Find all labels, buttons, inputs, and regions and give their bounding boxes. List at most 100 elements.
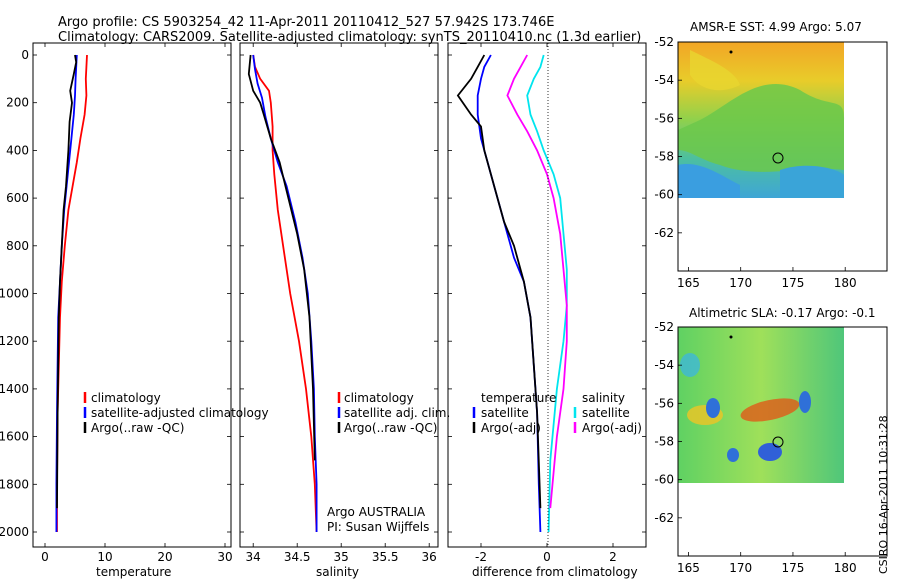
sla-dot-marker — [729, 335, 733, 339]
sla-map-title: Altimetric SLA: -0.17 Argo: -0.1 — [689, 306, 876, 320]
map-y-tick-label: -58 — [654, 150, 674, 164]
figure-title-line2: Climatology: CARS2009. Satellite-adjuste… — [58, 30, 641, 45]
depth-tick-label: 1000 — [0, 287, 29, 301]
temperature-line — [56, 54, 78, 509]
x-tick-label: 35.5 — [372, 550, 399, 564]
legend-climatology: climatology — [344, 391, 414, 405]
sst-map-axes: 165 170 175 180 -52 -54 -56 -58 -60 -62 — [654, 35, 856, 290]
sla-float-position-marker — [772, 436, 784, 448]
depth-tick-label: 0 — [21, 48, 29, 62]
x-tick-label: -2 — [475, 550, 487, 564]
legend-climatology: climatology — [91, 391, 161, 405]
map-y-tick-label: -62 — [654, 226, 674, 240]
x-axes: 0 10 20 30 34 34.5 35 35.5 36 -2 0 2 — [41, 43, 617, 564]
salinity-xlabel: salinity — [316, 565, 359, 579]
map-y-tick-label: -54 — [654, 358, 674, 372]
map-x-tick-label: 180 — [834, 276, 857, 290]
x-tick-label: 30 — [217, 550, 232, 564]
legend-satellite-adjusted: satellite-adjusted climatology — [91, 406, 269, 420]
temperature-legend: climatology satellite-adjusted climatolo… — [83, 391, 269, 435]
sla-low-anomaly — [706, 398, 720, 418]
credit-pi: PI: Susan Wijffels — [327, 520, 429, 534]
legend-satellite-adj-clim: satellite adj. clim. — [344, 406, 450, 420]
legend-salinity-satellite: satellite — [582, 406, 630, 420]
legend-argo: Argo(..raw -QC) — [344, 421, 437, 435]
map-x-tick-label: 175 — [781, 561, 804, 575]
x-tick-label: 35 — [334, 550, 349, 564]
x-tick-label: 0 — [41, 550, 49, 564]
depth-tick-label: 1200 — [0, 334, 29, 348]
legend-temperature-satellite: satellite — [481, 406, 529, 420]
map-y-tick-label: -56 — [654, 111, 674, 125]
difference-series — [456, 54, 568, 533]
salinity-legend: climatology satellite adj. clim. Argo(..… — [337, 391, 450, 435]
legend-salinity-argo: Argo(-adj) — [582, 421, 642, 435]
depth-tick-label: 200 — [6, 96, 29, 110]
salinity-line — [247, 54, 316, 461]
depth-tick-label: 1400 — [0, 382, 29, 396]
map-x-tick-label: 180 — [834, 561, 857, 575]
map-y-tick-label: -62 — [654, 511, 674, 525]
sla-low-anomaly-5 — [680, 353, 700, 377]
temperature-plot-frame — [32, 42, 232, 548]
sla-low-anomaly-2 — [799, 391, 811, 413]
depth-tick-label: 600 — [6, 191, 29, 205]
credit-argo-australia: Argo AUSTRALIA — [327, 505, 426, 519]
map-y-tick-label: -60 — [654, 473, 674, 487]
x-tick-label: 34 — [246, 550, 261, 564]
map-x-tick-label: 165 — [677, 561, 700, 575]
depth-tick-label: 1600 — [0, 430, 29, 444]
map-y-tick-label: -58 — [654, 435, 674, 449]
figure-title-line1: Argo profile: CS 5903254_42 11-Apr-2011 … — [58, 15, 554, 30]
map-y-tick-label: -56 — [654, 396, 674, 410]
sst-warm-patch — [690, 50, 740, 91]
x-tick-label: 0 — [543, 550, 551, 564]
x-tick-label: 10 — [97, 550, 112, 564]
x-tick-label: 20 — [157, 550, 172, 564]
x-tick-label: 34.5 — [284, 550, 311, 564]
map-x-tick-label: 170 — [729, 561, 752, 575]
map-x-tick-label: 175 — [781, 276, 804, 290]
legend-temperature-heading: temperature — [481, 391, 556, 405]
map-y-tick-label: -52 — [654, 320, 674, 334]
x-tick-label: 36 — [422, 550, 437, 564]
sst-dot-marker — [729, 50, 733, 54]
temperature-xlabel: temperature — [96, 565, 171, 579]
difference-line — [456, 54, 542, 509]
sst-map — [678, 42, 845, 198]
depth-tick-label: 1800 — [0, 477, 29, 491]
sst-map-title: AMSR-E SST: 4.99 Argo: 5.07 — [690, 20, 862, 34]
map-x-tick-label: 165 — [677, 276, 700, 290]
sst-cold-patch-2 — [780, 165, 844, 198]
sla-low-anomaly-4 — [727, 448, 739, 462]
map-y-tick-label: -60 — [654, 188, 674, 202]
difference-line — [476, 54, 542, 533]
salinity-series — [247, 54, 318, 533]
temperature-series — [55, 54, 88, 532]
salinity-plot-frame — [239, 42, 439, 548]
depth-axis: 0 200 400 600 800 1000 1200 1400 1600 1800 2000 — [0, 48, 646, 539]
timestamp: CSIRO 16-Apr-2011 10:31:28 — [877, 415, 890, 574]
legend-argo: Argo(..raw -QC) — [91, 421, 184, 435]
depth-tick-label: 800 — [6, 239, 29, 253]
sst-float-position-marker — [772, 152, 784, 164]
legend-temperature-argo: Argo(-adj) — [481, 421, 541, 435]
salinity-line — [252, 54, 318, 533]
sst-cold-patch — [678, 164, 740, 198]
depth-tick-label: 2000 — [0, 525, 29, 539]
difference-legend: temperature satellite Argo(-adj) salinit… — [472, 391, 642, 435]
depth-tick-label: 400 — [6, 143, 29, 157]
map-y-tick-label: -54 — [654, 73, 674, 87]
difference-xlabel: difference from climatology — [472, 565, 638, 579]
sla-map — [678, 327, 844, 483]
difference-line — [506, 54, 568, 509]
x-tick-label: 2 — [609, 550, 617, 564]
sla-low-anomaly-3 — [758, 443, 782, 461]
sst-green-band — [678, 83, 845, 172]
map-y-tick-label: -52 — [654, 35, 674, 49]
legend-salinity-heading: salinity — [582, 391, 625, 405]
sla-map-axes: 165 170 175 180 -52 -54 -56 -58 -60 -62 — [654, 320, 856, 575]
difference-line — [526, 54, 568, 533]
sla-high-anomaly — [740, 398, 800, 422]
